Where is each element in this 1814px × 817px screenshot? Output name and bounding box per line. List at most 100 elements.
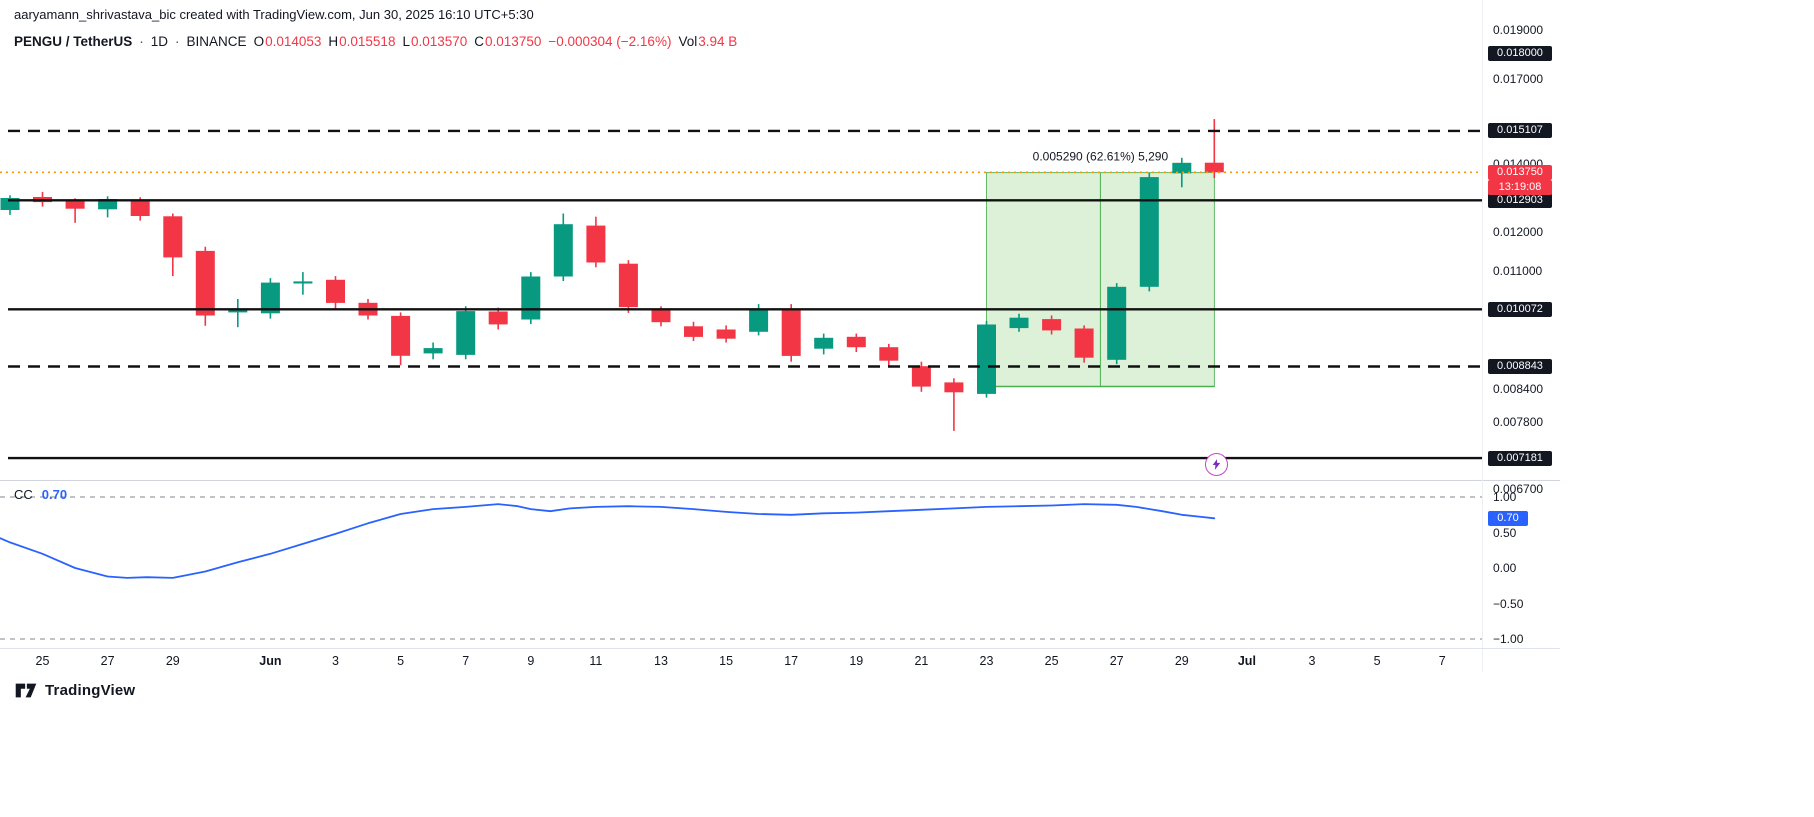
- time-axis-label: 27: [1109, 654, 1124, 668]
- indicator-pane[interactable]: CC 0.70: [0, 482, 1482, 648]
- time-axis-label: 23: [979, 654, 994, 668]
- footer-brand-name: TradingView: [45, 682, 136, 699]
- last-price-badge: 0.013750: [1488, 164, 1552, 180]
- price-line-badge: 0.008843: [1488, 359, 1552, 374]
- candle-body: [65, 201, 85, 209]
- candle-body: [781, 308, 801, 356]
- price-axis-label: 0.011000: [1493, 263, 1543, 278]
- change-value: −0.000304 (−2.16%): [548, 34, 672, 49]
- candle-body: [1107, 286, 1127, 360]
- time-axis-label: 5: [1373, 654, 1381, 668]
- time-axis-label: 17: [784, 654, 799, 668]
- symbol-legend: PENGU / TetherUS · 1D · BINANCE O 0.0140…: [14, 34, 737, 49]
- indicator-value: 0.70: [41, 487, 68, 502]
- candle-body: [1172, 162, 1192, 174]
- candle-body: [684, 326, 703, 337]
- candle-body: [195, 250, 215, 316]
- lightning-icon: [1212, 459, 1221, 470]
- candle-body: [618, 263, 638, 308]
- pane-separator[interactable]: [0, 480, 1560, 481]
- candlestick-chart[interactable]: 0.005290 (62.61%) 5,290: [0, 28, 1482, 480]
- lightning-marker[interactable]: [1205, 453, 1228, 476]
- time-axis-label: 25: [35, 654, 50, 668]
- low-value: L 0.013570: [402, 34, 468, 49]
- attribution-text: aaryamann_shrivastava_bic created with T…: [14, 7, 534, 22]
- price-axis-label: 0.006700: [1493, 481, 1544, 496]
- candle-body: [391, 315, 411, 356]
- time-axis-label: 15: [719, 654, 734, 668]
- price-line-badge: 0.018000: [1488, 46, 1552, 62]
- time-axis-label: 13: [654, 654, 668, 668]
- legend-separator: ·: [175, 34, 180, 49]
- price-line-badge: 0.015107: [1488, 123, 1552, 139]
- time-axis-label: 3: [1308, 654, 1316, 668]
- candle-body: [846, 336, 866, 348]
- time-axis-label: 3: [332, 654, 339, 668]
- candle-body: [293, 281, 313, 284]
- candle-body: [163, 216, 183, 258]
- legend-separator: ·: [139, 34, 144, 49]
- candle-body: [98, 199, 118, 210]
- candle-body: [553, 224, 573, 277]
- indicator-legend: CC 0.70: [14, 487, 67, 502]
- candle-body: [228, 308, 248, 313]
- main-chart-pane[interactable]: 0.005290 (62.61%) 5,290 PENGU / TetherUS…: [0, 28, 1482, 480]
- indicator-axis-label: 1.00: [1493, 490, 1517, 504]
- time-axis-label: 19: [849, 654, 864, 668]
- candle-body: [423, 348, 443, 354]
- candle-body: [326, 279, 345, 303]
- candle-body: [521, 276, 541, 320]
- time-axis-label: 7: [462, 654, 470, 668]
- time-axis-label: 7: [1438, 654, 1446, 668]
- indicator-axis-label: −1.00: [1493, 632, 1524, 646]
- position-box-label: 0.005290 (62.61%) 5,290: [1033, 150, 1169, 164]
- candle-body: [911, 366, 931, 387]
- open-value: O 0.014053: [253, 34, 322, 49]
- candle-body: [977, 324, 996, 394]
- time-axis-label: 21: [914, 654, 929, 668]
- candle-body: [1074, 328, 1094, 358]
- candle-body: [1009, 317, 1029, 329]
- volume-value: Vol 3.94 B: [678, 34, 738, 49]
- cc-indicator-line: [0, 503, 1216, 579]
- indicator-name[interactable]: CC: [14, 487, 33, 502]
- candle-body: [130, 199, 150, 216]
- price-line-badge: 0.007181: [1488, 450, 1552, 466]
- indicator-canvas[interactable]: [0, 482, 1482, 653]
- exchange-label: BINANCE: [186, 34, 247, 49]
- interval-label[interactable]: 1D: [150, 34, 169, 49]
- price-axis-label: 0.017000: [1493, 71, 1544, 86]
- price-axis-label: 0.019000: [1493, 23, 1544, 37]
- time-axis[interactable]: 25 27 29 Jun 3 5 7 9 11 13 15 17 19 21 23 25 27 29 Jul 3 5 7: [0, 648, 1560, 674]
- close-value: C 0.013750: [474, 34, 542, 49]
- tradingview-logo-icon: [15, 683, 37, 698]
- candle-body: [879, 347, 899, 361]
- indicator-axis-label: −0.50: [1493, 596, 1524, 611]
- high-value: H 0.015518: [328, 34, 396, 49]
- time-axis-label: 9: [527, 654, 535, 668]
- candle-body: [1139, 177, 1159, 287]
- time-axis-label: 29: [1174, 654, 1189, 668]
- price-line-badge: 0.012903: [1488, 192, 1552, 208]
- time-axis-label: 5: [397, 654, 405, 668]
- candle-body: [944, 382, 964, 393]
- indicator-value-badge: 0.70: [1488, 510, 1528, 526]
- indicator-chart[interactable]: [0, 482, 1482, 648]
- candle-body: [651, 310, 671, 323]
- candlestick-canvas[interactable]: 0.005290 (62.61%) 5,290: [0, 28, 1482, 485]
- indicator-axis-label: 0.00: [1493, 561, 1517, 575]
- time-axis-label: Jun: [259, 654, 282, 668]
- price-line-badge: 0.010072: [1488, 301, 1552, 317]
- price-axis-label: 0.008400: [1493, 382, 1544, 397]
- price-axis[interactable]: 0.0190000.0170000.0140000.0120000.011000…: [1482, 0, 1577, 672]
- candle-body: [260, 282, 280, 314]
- candle-body: [456, 311, 476, 355]
- candle-body: [749, 308, 769, 332]
- indicator-axis-label: 0.50: [1493, 525, 1517, 540]
- time-axis-label: 27: [100, 654, 115, 668]
- candle-body: [814, 337, 834, 349]
- time-axis-label: Jul: [1237, 654, 1256, 668]
- symbol-title[interactable]: PENGU / TetherUS: [14, 34, 133, 49]
- footer-brand[interactable]: TradingView: [14, 680, 135, 701]
